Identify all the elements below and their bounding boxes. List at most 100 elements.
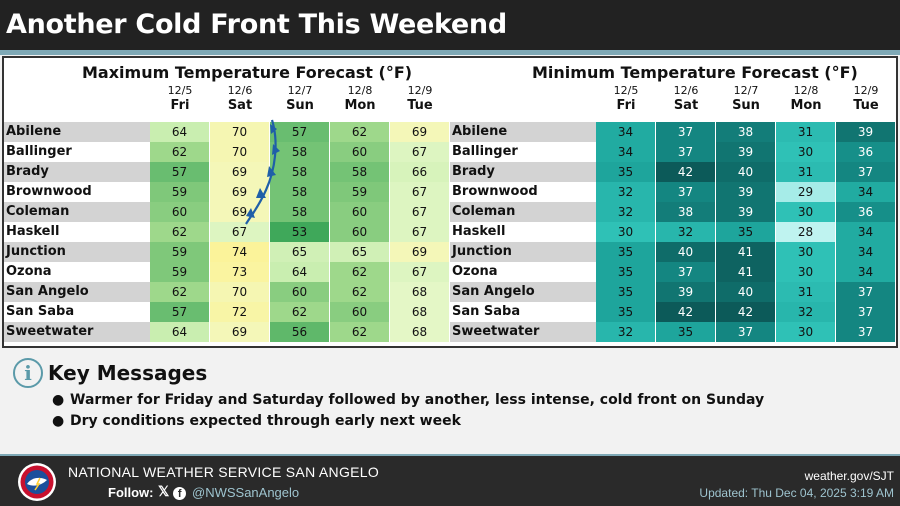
temp-cell: 58: [270, 142, 330, 162]
footer: NATIONAL WEATHER SERVICE SAN ANGELO Foll…: [0, 456, 900, 506]
day-weekday: Fri: [616, 98, 636, 113]
temp-cell: 32: [656, 222, 716, 242]
updated-timestamp: Updated: Thu Dec 04, 2025 3:19 AM: [699, 486, 894, 500]
city-name: San Angelo: [450, 282, 596, 302]
temp-cell: 32: [596, 182, 656, 202]
temp-cell: 30: [776, 142, 836, 162]
cold-front-barb: [270, 124, 277, 134]
day-header: 12/9 Tue: [390, 84, 450, 114]
table-row: Coleman 32 38 39 30 36: [450, 202, 896, 222]
day-weekday: Mon: [344, 98, 376, 113]
city-name: Ozona: [450, 262, 596, 282]
temp-cell: 30: [776, 322, 836, 342]
table-row: Brady 57 69 58 58 66: [4, 162, 450, 182]
table-row: Ozona 35 37 41 30 34: [450, 262, 896, 282]
table-row: Abilene 64 70 57 62 69: [4, 122, 450, 142]
temp-cell: 62: [150, 282, 210, 302]
day-header: 12/5 Fri: [150, 84, 210, 114]
temp-cell: 34: [596, 142, 656, 162]
temp-cell: 69: [390, 122, 450, 142]
website-link[interactable]: weather.gov/SJT: [804, 469, 894, 483]
info-icon: i: [13, 358, 43, 388]
temp-cell: 34: [836, 182, 896, 202]
day-date: 12/7: [733, 84, 759, 97]
day-date: 12/9: [407, 84, 433, 97]
temp-cell: 35: [596, 282, 656, 302]
temp-cell: 42: [656, 302, 716, 322]
temp-cell: 40: [656, 242, 716, 262]
footer-accent-bar: [0, 454, 900, 456]
temp-cell: 68: [390, 302, 450, 322]
table-row: Ballinger 62 70 58 60 67: [4, 142, 450, 162]
table-row: San Angelo 62 70 60 62 68: [4, 282, 450, 302]
temp-cell: 57: [150, 162, 210, 182]
temp-cell: 42: [656, 162, 716, 182]
temp-cell: 67: [390, 222, 450, 242]
temp-cell: 32: [776, 302, 836, 322]
city-name: Sweetwater: [4, 322, 150, 342]
day-date: 12/7: [287, 84, 313, 97]
temp-cell: 29: [776, 182, 836, 202]
temp-cell: 67: [390, 182, 450, 202]
cold-front-barb: [267, 166, 276, 177]
temp-cell: 31: [776, 282, 836, 302]
day-date: 12/5: [167, 84, 193, 97]
table-row: Coleman 60 69 58 60 67: [4, 202, 450, 222]
temp-cell: 34: [836, 222, 896, 242]
cold-front-barb: [272, 144, 280, 155]
day-weekday: Sat: [673, 98, 699, 113]
day-weekday: Mon: [790, 98, 822, 113]
temp-cell: 30: [596, 222, 656, 242]
temp-cell: 74: [210, 242, 270, 262]
table-row: Haskell 62 67 53 60 67: [4, 222, 450, 242]
follow-label: Follow:: [108, 485, 154, 500]
key-messages-title: Key Messages: [48, 361, 208, 385]
city-name: Haskell: [4, 222, 150, 242]
temp-cell: 39: [716, 182, 776, 202]
temp-cell: 28: [776, 222, 836, 242]
temp-cell: 62: [150, 142, 210, 162]
min-table-title: Minimum Temperature Forecast (°F): [532, 63, 858, 82]
temp-cell: 37: [656, 182, 716, 202]
temp-cell: 53: [270, 222, 330, 242]
temp-cell: 69: [210, 162, 270, 182]
temp-cell: 40: [716, 162, 776, 182]
temp-cell: 30: [776, 202, 836, 222]
city-name: Sweetwater: [450, 322, 596, 342]
city-name: San Angelo: [4, 282, 150, 302]
social-icons: 𝕏 f: [158, 483, 187, 500]
social-handle[interactable]: @NWSSanAngelo: [192, 485, 300, 500]
table-row: Junction 59 74 65 65 69: [4, 242, 450, 262]
day-weekday: Fri: [170, 98, 190, 113]
temp-cell: 62: [270, 302, 330, 322]
table-row: Haskell 30 32 35 28 34: [450, 222, 896, 242]
temp-cell: 57: [270, 122, 330, 142]
temp-cell: 69: [210, 202, 270, 222]
temp-cell: 70: [210, 142, 270, 162]
day-header: 12/9 Tue: [836, 84, 896, 114]
day-header: 12/6 Sat: [656, 84, 716, 114]
temp-cell: 68: [390, 322, 450, 342]
x-icon[interactable]: 𝕏: [158, 483, 170, 499]
temp-cell: 57: [150, 302, 210, 322]
temp-cell: 41: [716, 262, 776, 282]
facebook-icon[interactable]: f: [173, 487, 187, 500]
temp-cell: 62: [150, 222, 210, 242]
office-name: NATIONAL WEATHER SERVICE SAN ANGELO: [68, 464, 380, 480]
city-name: San Saba: [450, 302, 596, 322]
day-date: 12/6: [673, 84, 699, 97]
table-row: Sweetwater 64 69 56 62 68: [4, 322, 450, 342]
temp-cell: 32: [596, 322, 656, 342]
temp-cell: 41: [716, 242, 776, 262]
temp-cell: 59: [330, 182, 390, 202]
day-header: 12/7 Sun: [270, 84, 330, 114]
temp-cell: 37: [656, 262, 716, 282]
temp-cell: 67: [390, 262, 450, 282]
city-name: Brady: [4, 162, 150, 182]
temp-cell: 32: [596, 202, 656, 222]
temp-cell: 34: [836, 242, 896, 262]
city-name: Junction: [450, 242, 596, 262]
temp-cell: 35: [656, 322, 716, 342]
temp-cell: 37: [656, 142, 716, 162]
day-weekday: Tue: [853, 98, 879, 113]
